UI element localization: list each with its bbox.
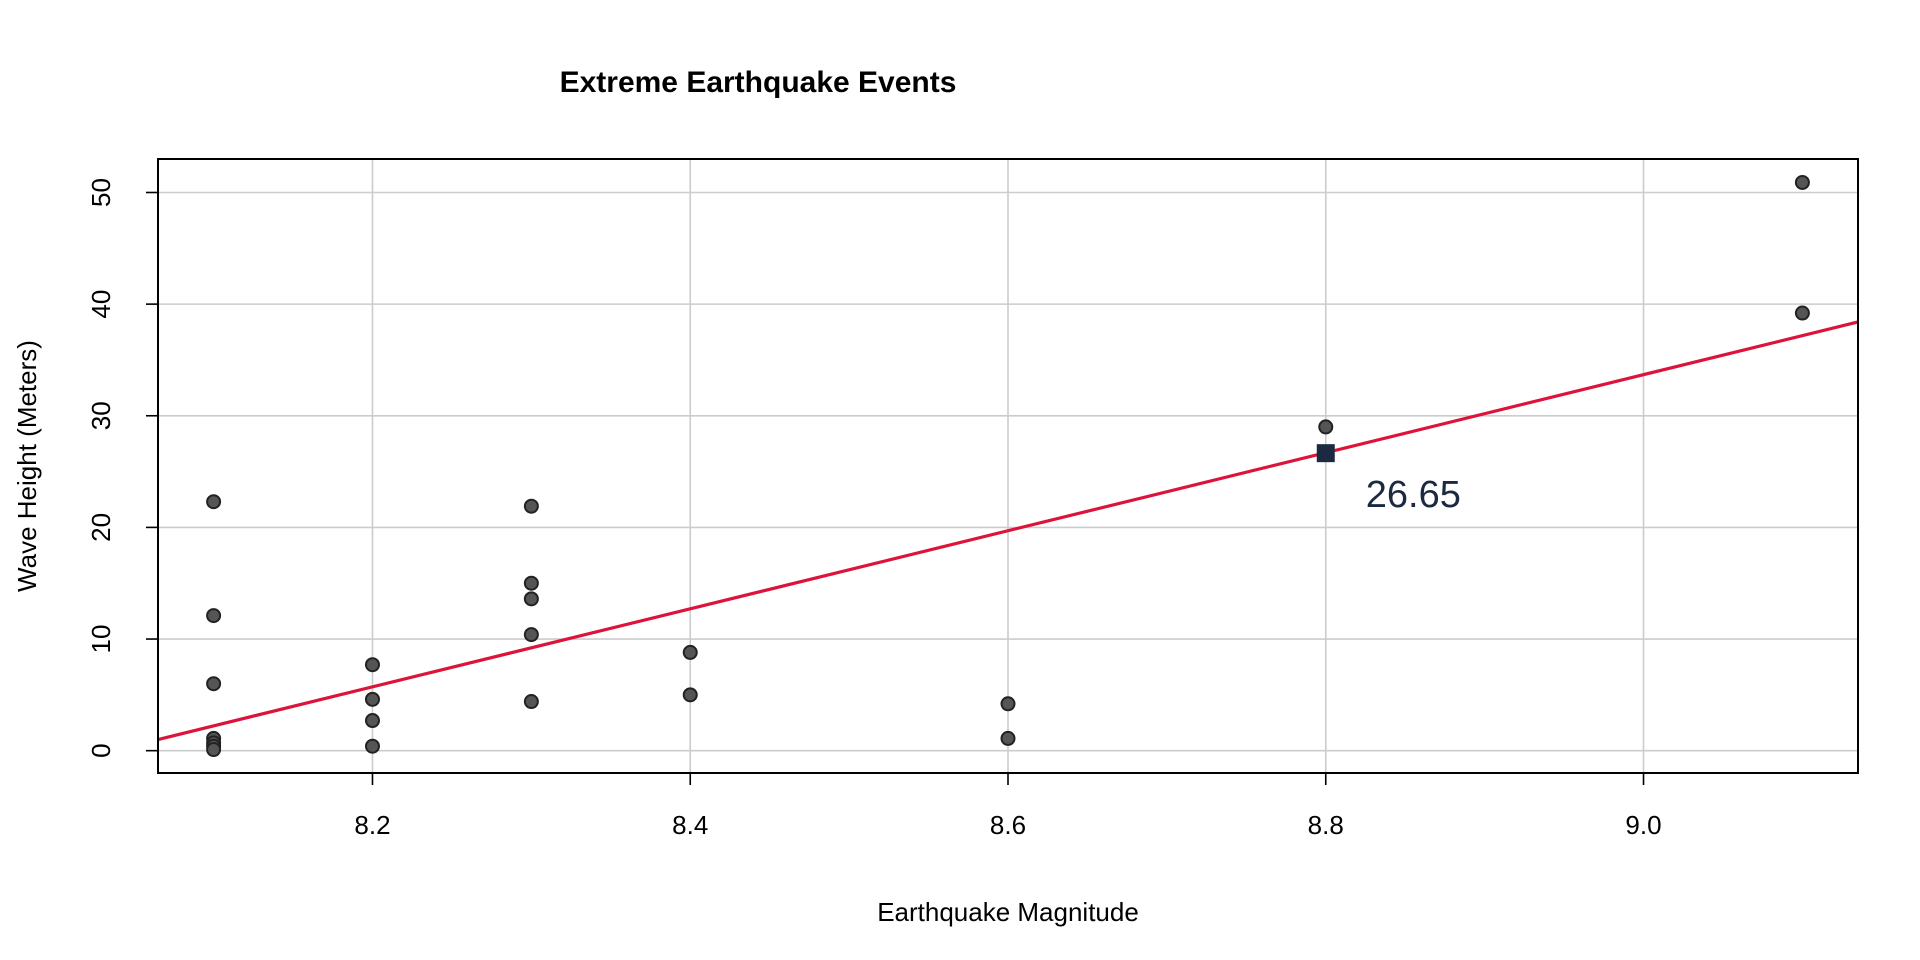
data-point-14 <box>523 627 539 643</box>
data-point-15 <box>523 694 539 710</box>
regression-line <box>157 320 1859 742</box>
y-tick-label-0: 0 <box>86 743 116 757</box>
grid-lines <box>158 159 1858 773</box>
data-point-20 <box>1318 419 1334 435</box>
x-axis-label: Earthquake Magnitude <box>877 897 1139 927</box>
data-point-17 <box>682 687 698 703</box>
highlight-marker <box>1316 444 1335 463</box>
x-tick-label-1: 8.4 <box>672 810 708 840</box>
data-point-11 <box>523 498 539 514</box>
y-tick-label-5: 50 <box>86 178 116 207</box>
y-tick-label-2: 20 <box>86 513 116 542</box>
y-tick-label-4: 40 <box>86 290 116 319</box>
data-point-12 <box>523 575 539 591</box>
data-point-16 <box>682 644 698 660</box>
y-axis: 0 10 20 30 40 50 <box>86 178 159 758</box>
y-tick-label-1: 10 <box>86 625 116 654</box>
data-point-6 <box>206 742 222 758</box>
data-points <box>206 174 1810 758</box>
highlight-group: 26.65 <box>1316 444 1461 516</box>
data-point-8 <box>364 691 380 707</box>
data-point-22 <box>1794 305 1810 321</box>
chart-title: Extreme Earthquake Events <box>560 66 957 99</box>
y-axis-label: Wave Height (Meters) <box>12 340 42 592</box>
data-point-13 <box>523 591 539 607</box>
data-point-1 <box>206 608 222 624</box>
data-point-0 <box>206 494 222 510</box>
highlight-label: 26.65 <box>1366 474 1461 516</box>
regression-line-group <box>157 320 1859 742</box>
data-point-19 <box>1000 730 1016 746</box>
x-tick-label-0: 8.2 <box>354 810 390 840</box>
data-point-2 <box>206 676 222 692</box>
x-tick-label-3: 8.8 <box>1308 810 1344 840</box>
data-point-21 <box>1794 174 1810 190</box>
data-point-18 <box>1000 696 1016 712</box>
x-tick-label-4: 9.0 <box>1625 810 1661 840</box>
data-point-10 <box>364 738 380 754</box>
data-point-9 <box>364 713 380 729</box>
x-axis: 8.2 8.4 8.6 8.8 9.0 <box>354 772 1662 840</box>
y-tick-label-3: 30 <box>86 401 116 430</box>
data-point-7 <box>364 657 380 673</box>
x-tick-label-2: 8.6 <box>990 810 1026 840</box>
